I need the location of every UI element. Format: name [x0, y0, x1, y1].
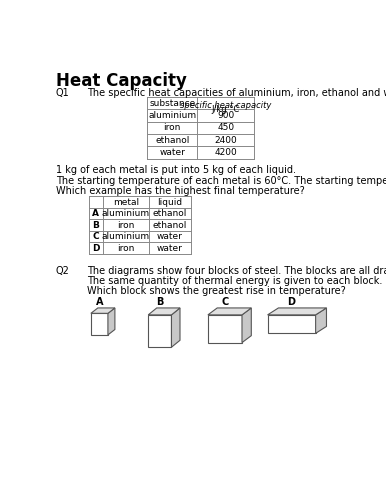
Polygon shape: [267, 315, 316, 334]
Polygon shape: [316, 308, 327, 334]
Text: liquid: liquid: [157, 198, 183, 206]
Text: aluminium: aluminium: [102, 209, 150, 218]
Text: 450: 450: [217, 124, 234, 132]
Text: Which example has the highest final temperature?: Which example has the highest final temp…: [56, 186, 305, 196]
Text: substance: substance: [149, 98, 195, 108]
Polygon shape: [108, 308, 115, 335]
Text: Q2: Q2: [56, 266, 70, 276]
Text: Heat Capacity: Heat Capacity: [56, 72, 187, 90]
Text: The specific heat capacities of aluminium, iron, ethanol and water are given.: The specific heat capacities of aluminiu…: [87, 88, 386, 98]
Text: iron: iron: [117, 244, 134, 253]
Text: Which block shows the greatest rise in temperature?: Which block shows the greatest rise in t…: [87, 286, 346, 296]
Text: A: A: [96, 297, 103, 307]
Polygon shape: [148, 315, 171, 347]
Text: iron: iron: [164, 124, 181, 132]
Polygon shape: [267, 308, 327, 315]
Text: D: D: [92, 244, 99, 253]
Text: B: B: [156, 297, 164, 307]
Text: The starting temperature of each metal is 60°C. The starting temperature of each: The starting temperature of each metal i…: [56, 176, 386, 186]
Text: D: D: [288, 297, 296, 307]
Text: metal: metal: [113, 198, 139, 206]
Text: water: water: [157, 232, 183, 241]
Text: water: water: [159, 148, 185, 157]
Polygon shape: [208, 315, 242, 342]
Text: aluminium: aluminium: [102, 232, 150, 241]
Text: ethanol: ethanol: [155, 136, 190, 144]
Text: ethanol: ethanol: [153, 220, 187, 230]
Text: A: A: [92, 209, 99, 218]
Polygon shape: [148, 308, 180, 315]
Text: 2400: 2400: [214, 136, 237, 144]
Polygon shape: [242, 308, 251, 342]
Text: The same quantity of thermal energy is given to each block.: The same quantity of thermal energy is g…: [87, 276, 383, 286]
Text: B: B: [92, 220, 99, 230]
Text: Q1: Q1: [56, 88, 70, 98]
Text: 1 kg of each metal is put into 5 kg of each liquid.: 1 kg of each metal is put into 5 kg of e…: [56, 166, 296, 175]
Text: 900: 900: [217, 111, 234, 120]
Polygon shape: [91, 314, 108, 335]
Text: The diagrams show four blocks of steel. The blocks are all drawn to the same sca: The diagrams show four blocks of steel. …: [87, 266, 386, 276]
Text: C: C: [92, 232, 99, 241]
Text: specific heat capacity: specific heat capacity: [180, 101, 271, 110]
Text: iron: iron: [117, 220, 134, 230]
Polygon shape: [208, 308, 251, 315]
Text: water: water: [157, 244, 183, 253]
Text: ethanol: ethanol: [153, 209, 187, 218]
Text: J/kg °C: J/kg °C: [212, 106, 240, 114]
Polygon shape: [91, 308, 115, 314]
Text: 4200: 4200: [214, 148, 237, 157]
Text: C: C: [221, 297, 229, 307]
Text: aluminium: aluminium: [148, 111, 196, 120]
Polygon shape: [171, 308, 180, 347]
